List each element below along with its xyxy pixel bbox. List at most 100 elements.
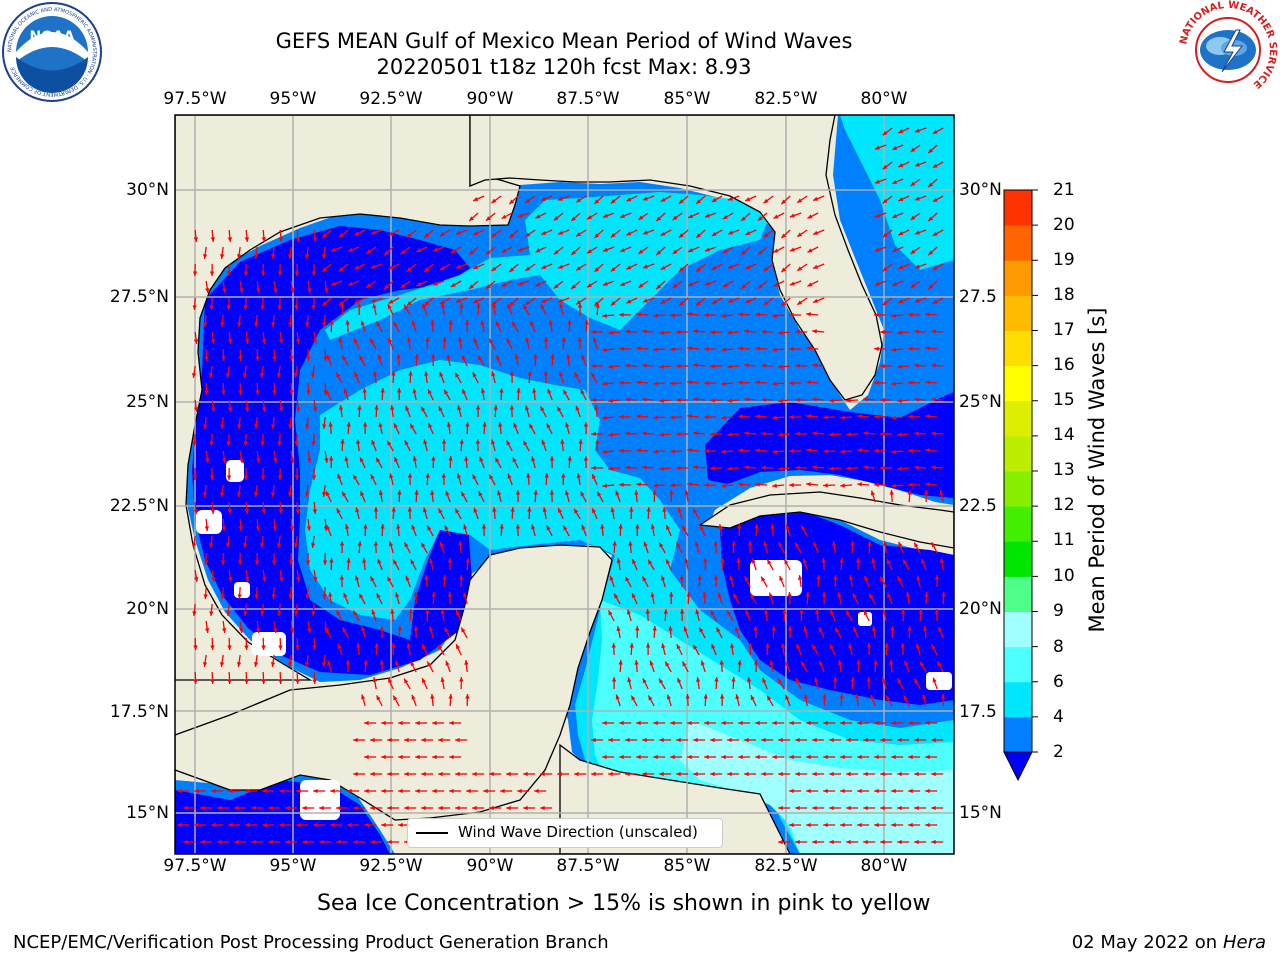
wind-arrow-head (384, 250, 390, 256)
wind-arrow-head (722, 282, 728, 288)
wind-arrow (307, 518, 310, 532)
wind-arrow-head (602, 213, 608, 218)
wind-arrow-head (898, 129, 904, 134)
wind-arrow-head (891, 415, 896, 420)
wind-arrow-head (762, 677, 767, 683)
wind-arrow-head (372, 371, 378, 376)
wind-arrow-head (432, 754, 437, 760)
wind-arrow-head (219, 492, 225, 497)
wind-arrow (619, 212, 632, 219)
wind-arrow-head (931, 542, 936, 548)
wind-arrow-head (345, 320, 350, 325)
wind-arrow (591, 473, 598, 486)
wind-arrow-head (626, 299, 632, 304)
wind-arrow-head (801, 525, 806, 531)
wind-arrow-head (789, 448, 794, 454)
wind-arrow-head (305, 594, 310, 599)
wind-arrow-head (492, 303, 497, 308)
wind-arrow-head (472, 771, 477, 777)
wind-arrow-head (278, 339, 284, 344)
wind-arrow-head (322, 322, 327, 327)
wind-arrow (666, 694, 672, 707)
wind-arrow (778, 399, 791, 402)
wind-arrow (655, 212, 666, 222)
wind-arrow (205, 450, 209, 463)
wind-arrow (324, 627, 332, 639)
wind-arrow (678, 229, 689, 239)
wind-arrow (744, 263, 757, 270)
wind-arrow-head (763, 232, 769, 238)
wind-arrow (403, 678, 411, 690)
wind-arrow (237, 654, 241, 667)
lon-label: 82.5°W (754, 856, 818, 876)
wind-arrow (925, 347, 938, 350)
wind-arrow-head (903, 559, 908, 565)
wind-arrow-head (330, 281, 336, 286)
wind-arrow-head (863, 771, 868, 777)
wind-arrow (636, 483, 649, 486)
wind-arrow (375, 642, 378, 656)
lon-label: 97.5°W (163, 856, 227, 876)
wind-arrow (289, 314, 292, 327)
wind-arrow-head (789, 414, 794, 420)
wind-arrow-head (509, 405, 515, 410)
wind-arrow (421, 643, 428, 656)
wind-arrow (411, 694, 417, 707)
wind-arrow-head (625, 431, 630, 436)
wind-arrow (370, 263, 383, 269)
wind-arrow-head (361, 694, 366, 700)
wind-arrow-head (209, 611, 214, 616)
wind-arrow (676, 643, 683, 656)
wind-arrow-head (915, 643, 921, 649)
wind-arrow-head (620, 281, 626, 286)
wind-arrow (279, 569, 283, 582)
wind-arrow (867, 676, 870, 690)
wind-arrow (660, 195, 672, 203)
wind-arrow-head (785, 694, 790, 700)
colorbar-segment (1004, 681, 1032, 718)
wind-arrow-head (245, 577, 250, 582)
wind-arrow-head (311, 271, 317, 276)
wind-arrow-head (770, 524, 775, 529)
wind-arrow-head (322, 301, 328, 306)
wind-arrow-head (727, 466, 732, 471)
wind-arrow-head (857, 754, 862, 760)
wind-arrow (546, 525, 553, 537)
colorbar-segment (1004, 471, 1032, 507)
wind-arrow (355, 507, 360, 520)
wind-arrow-head (397, 388, 402, 393)
wind-arrow (763, 541, 768, 554)
wind-arrow-head (285, 839, 290, 845)
wind-arrow-head (672, 283, 678, 289)
wind-arrow-head (592, 508, 597, 514)
wind-arrow (593, 337, 598, 350)
wind-arrow-head (302, 805, 307, 811)
wind-arrow (390, 405, 394, 418)
wind-arrow-head (424, 575, 429, 580)
wind-arrow-head (863, 737, 868, 743)
wind-arrow (337, 643, 343, 656)
wind-arrow-head (322, 233, 328, 238)
wind-arrow (642, 398, 655, 401)
wind-arrow-head (574, 508, 579, 514)
wind-arrow (897, 467, 910, 470)
wind-arrow (699, 524, 706, 537)
wind-arrow-head (366, 249, 372, 254)
wind-arrow-head (191, 543, 197, 548)
wind-arrow-head (686, 592, 691, 597)
wind-arrow (296, 569, 300, 582)
wind-arrow-head (642, 230, 648, 235)
wind-arrow-head (908, 720, 913, 726)
wind-arrow (296, 331, 300, 344)
wind-arrow-head (455, 805, 460, 811)
wind-arrow-head (778, 805, 783, 811)
wind-arrow-head (738, 754, 743, 760)
wind-arrow-head (439, 541, 444, 547)
wind-arrow (932, 195, 944, 203)
wind-arrow-head (914, 264, 920, 269)
wind-arrow (472, 229, 485, 236)
wind-arrow-head (346, 558, 351, 563)
wind-arrow (321, 229, 332, 239)
wind-arrow-head (407, 473, 413, 478)
wind-arrow (914, 263, 927, 269)
